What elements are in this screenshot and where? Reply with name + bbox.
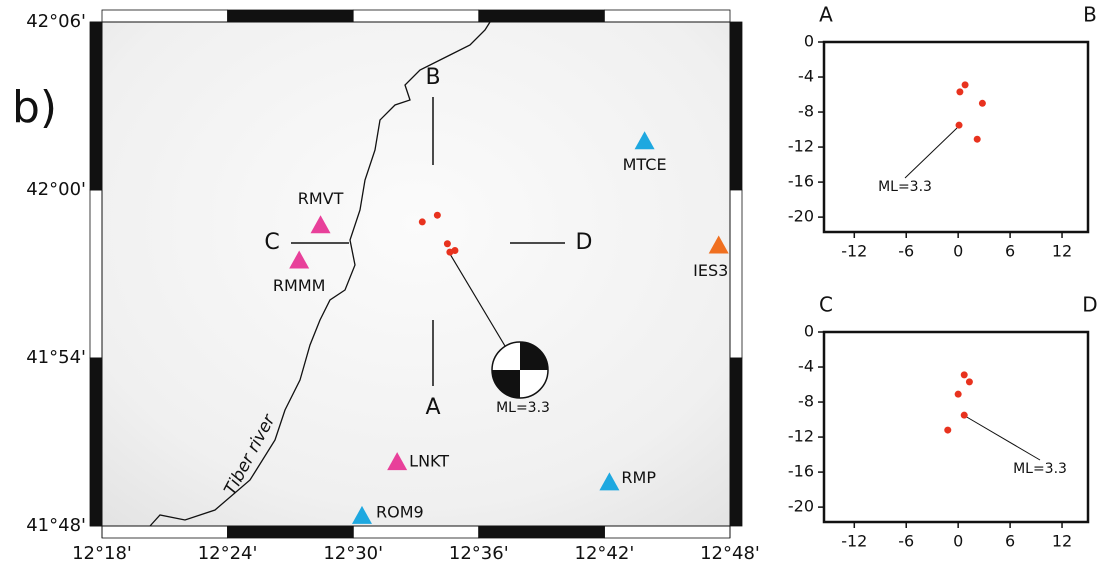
y-tick-label: -16	[788, 462, 814, 481]
y-tick-label: -4	[798, 357, 814, 376]
x-tick-label: -6	[898, 242, 914, 261]
hypocenter	[956, 88, 963, 95]
section-frame	[824, 42, 1088, 232]
map-border	[90, 358, 102, 526]
x-tick-label: 12°30'	[323, 543, 383, 564]
x-tick-label: 0	[953, 242, 963, 261]
x-tick-label: 6	[1005, 242, 1015, 261]
station-label: IES3	[693, 261, 728, 280]
y-tick-label: 0	[804, 32, 814, 51]
y-tick-label: -4	[798, 67, 814, 86]
x-tick-label: -12	[841, 532, 867, 551]
map-border	[730, 358, 742, 526]
map-border	[90, 22, 102, 190]
map-border	[604, 526, 730, 538]
focal-mechanism	[492, 342, 548, 398]
y-tick-label: -12	[788, 137, 814, 156]
x-tick-label: 0	[953, 532, 963, 551]
x-tick-label: -12	[841, 242, 867, 261]
hypocenter	[979, 100, 986, 107]
hypocenter	[956, 122, 963, 129]
x-tick-label: 12	[1052, 532, 1072, 551]
section-frame	[824, 332, 1088, 522]
map-border	[228, 10, 354, 22]
x-tick-label: 12°48'	[700, 543, 760, 564]
hypocenter	[961, 412, 968, 419]
x-tick-label: 12°24'	[198, 543, 258, 564]
section-start-label: A	[819, 3, 833, 27]
y-tick-label: 41°48'	[26, 515, 86, 536]
event	[444, 240, 451, 247]
x-tick-label: 12°42'	[575, 543, 635, 564]
x-tick-label: 12°36'	[449, 543, 509, 564]
x-tick-label: 12°18'	[72, 543, 132, 564]
section-start-label: C	[819, 293, 833, 317]
station-label: RMP	[621, 468, 656, 487]
map-border	[228, 526, 354, 538]
hypocenter	[974, 136, 981, 143]
event	[446, 249, 453, 256]
focal-label: ML=3.3	[496, 400, 550, 416]
y-tick-label: -8	[798, 102, 814, 121]
hypocenter	[955, 391, 962, 398]
map-border	[604, 10, 730, 22]
x-tick-label: -6	[898, 532, 914, 551]
map-border	[730, 190, 742, 358]
y-tick-label: -8	[798, 392, 814, 411]
y-tick-label: -20	[788, 207, 814, 226]
station-label: LNKT	[409, 452, 449, 471]
x-tick-label: 6	[1005, 532, 1015, 551]
page: b) Tiber river A B C D ML=3.3 12°18'12°2…	[0, 0, 1101, 576]
map-border	[730, 22, 742, 190]
section-end-label: D	[1082, 293, 1097, 317]
map-area	[102, 22, 730, 526]
map-border	[479, 526, 605, 538]
station-label: RMVT	[298, 189, 344, 208]
profile-label: C	[264, 230, 279, 255]
y-tick-label: -16	[788, 172, 814, 191]
station-label: RMMM	[273, 276, 326, 295]
map-border	[353, 10, 479, 22]
station-label: MTCE	[623, 155, 667, 174]
map-border	[353, 526, 479, 538]
profile-label: B	[425, 65, 440, 90]
y-tick-label: 0	[804, 322, 814, 341]
y-tick-label: 42°00'	[26, 179, 86, 200]
map-border	[102, 526, 228, 538]
hypocenter	[961, 371, 968, 378]
panel-label: b)	[12, 82, 57, 133]
y-tick-label: 41°54'	[26, 347, 86, 368]
event	[419, 218, 426, 225]
annotation: ML=3.3	[1013, 461, 1067, 477]
y-tick-label: 42°06'	[26, 11, 86, 32]
map-border	[102, 10, 228, 22]
profile-label: A	[425, 395, 440, 420]
annotation: ML=3.3	[878, 179, 932, 195]
figure: b) Tiber river A B C D ML=3.3 12°18'12°2…	[0, 0, 1101, 576]
map-border	[479, 10, 605, 22]
profile-label: D	[576, 230, 593, 255]
x-tick-label: 12	[1052, 242, 1072, 261]
hypocenter	[966, 378, 973, 385]
map-border	[90, 190, 102, 358]
event	[434, 212, 441, 219]
station-label: ROM9	[376, 502, 424, 521]
y-tick-label: -20	[788, 497, 814, 516]
y-tick-label: -12	[788, 427, 814, 446]
hypocenter	[944, 427, 951, 434]
hypocenter	[962, 81, 969, 88]
section-end-label: B	[1083, 3, 1097, 27]
